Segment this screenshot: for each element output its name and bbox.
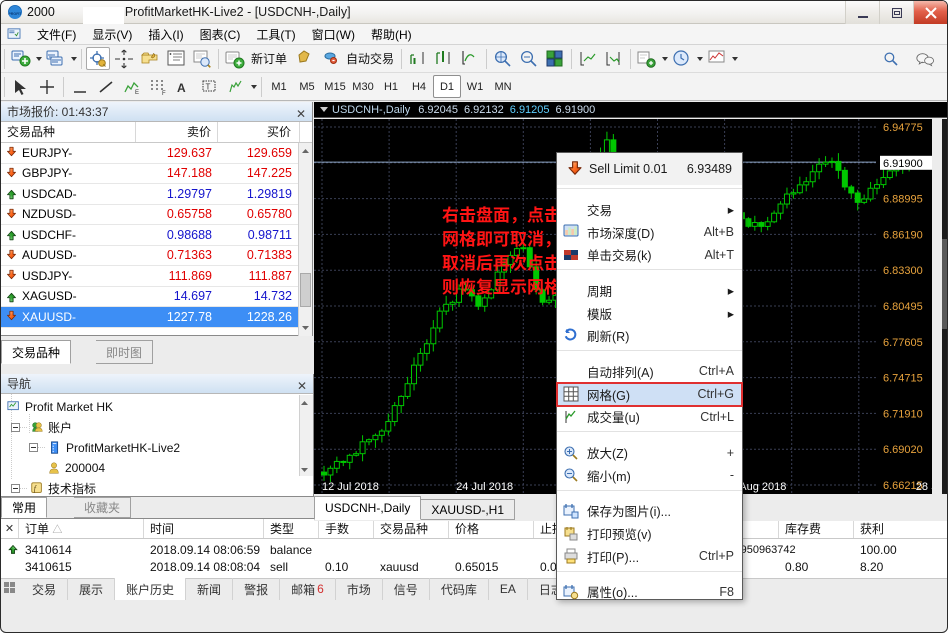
svg-text:6.94775: 6.94775 (883, 122, 923, 134)
svg-text:F: F (162, 91, 166, 96)
svg-text:6.88995: 6.88995 (883, 194, 923, 206)
svg-text:T: T (206, 82, 211, 91)
svg-text:6.83300: 6.83300 (883, 265, 923, 277)
svg-text:28 Sep 2018: 28 Sep 2018 (916, 481, 932, 493)
svg-text:E: E (135, 90, 139, 96)
svg-text:A: A (177, 81, 186, 95)
svg-text:6.74715: 6.74715 (883, 373, 923, 385)
svg-text:12 Jul 2018: 12 Jul 2018 (322, 481, 379, 493)
svg-text:6.91900: 6.91900 (883, 158, 923, 170)
svg-text:6.77605: 6.77605 (883, 337, 923, 349)
svg-text:6.86190: 6.86190 (883, 229, 923, 241)
svg-text:PROFIT: PROFIT (8, 12, 22, 16)
svg-text:6.80495: 6.80495 (883, 301, 923, 313)
svg-text:6.71910: 6.71910 (883, 408, 923, 420)
svg-text:6.69020: 6.69020 (883, 444, 923, 456)
svg-text:24 Jul 2018: 24 Jul 2018 (456, 481, 513, 493)
